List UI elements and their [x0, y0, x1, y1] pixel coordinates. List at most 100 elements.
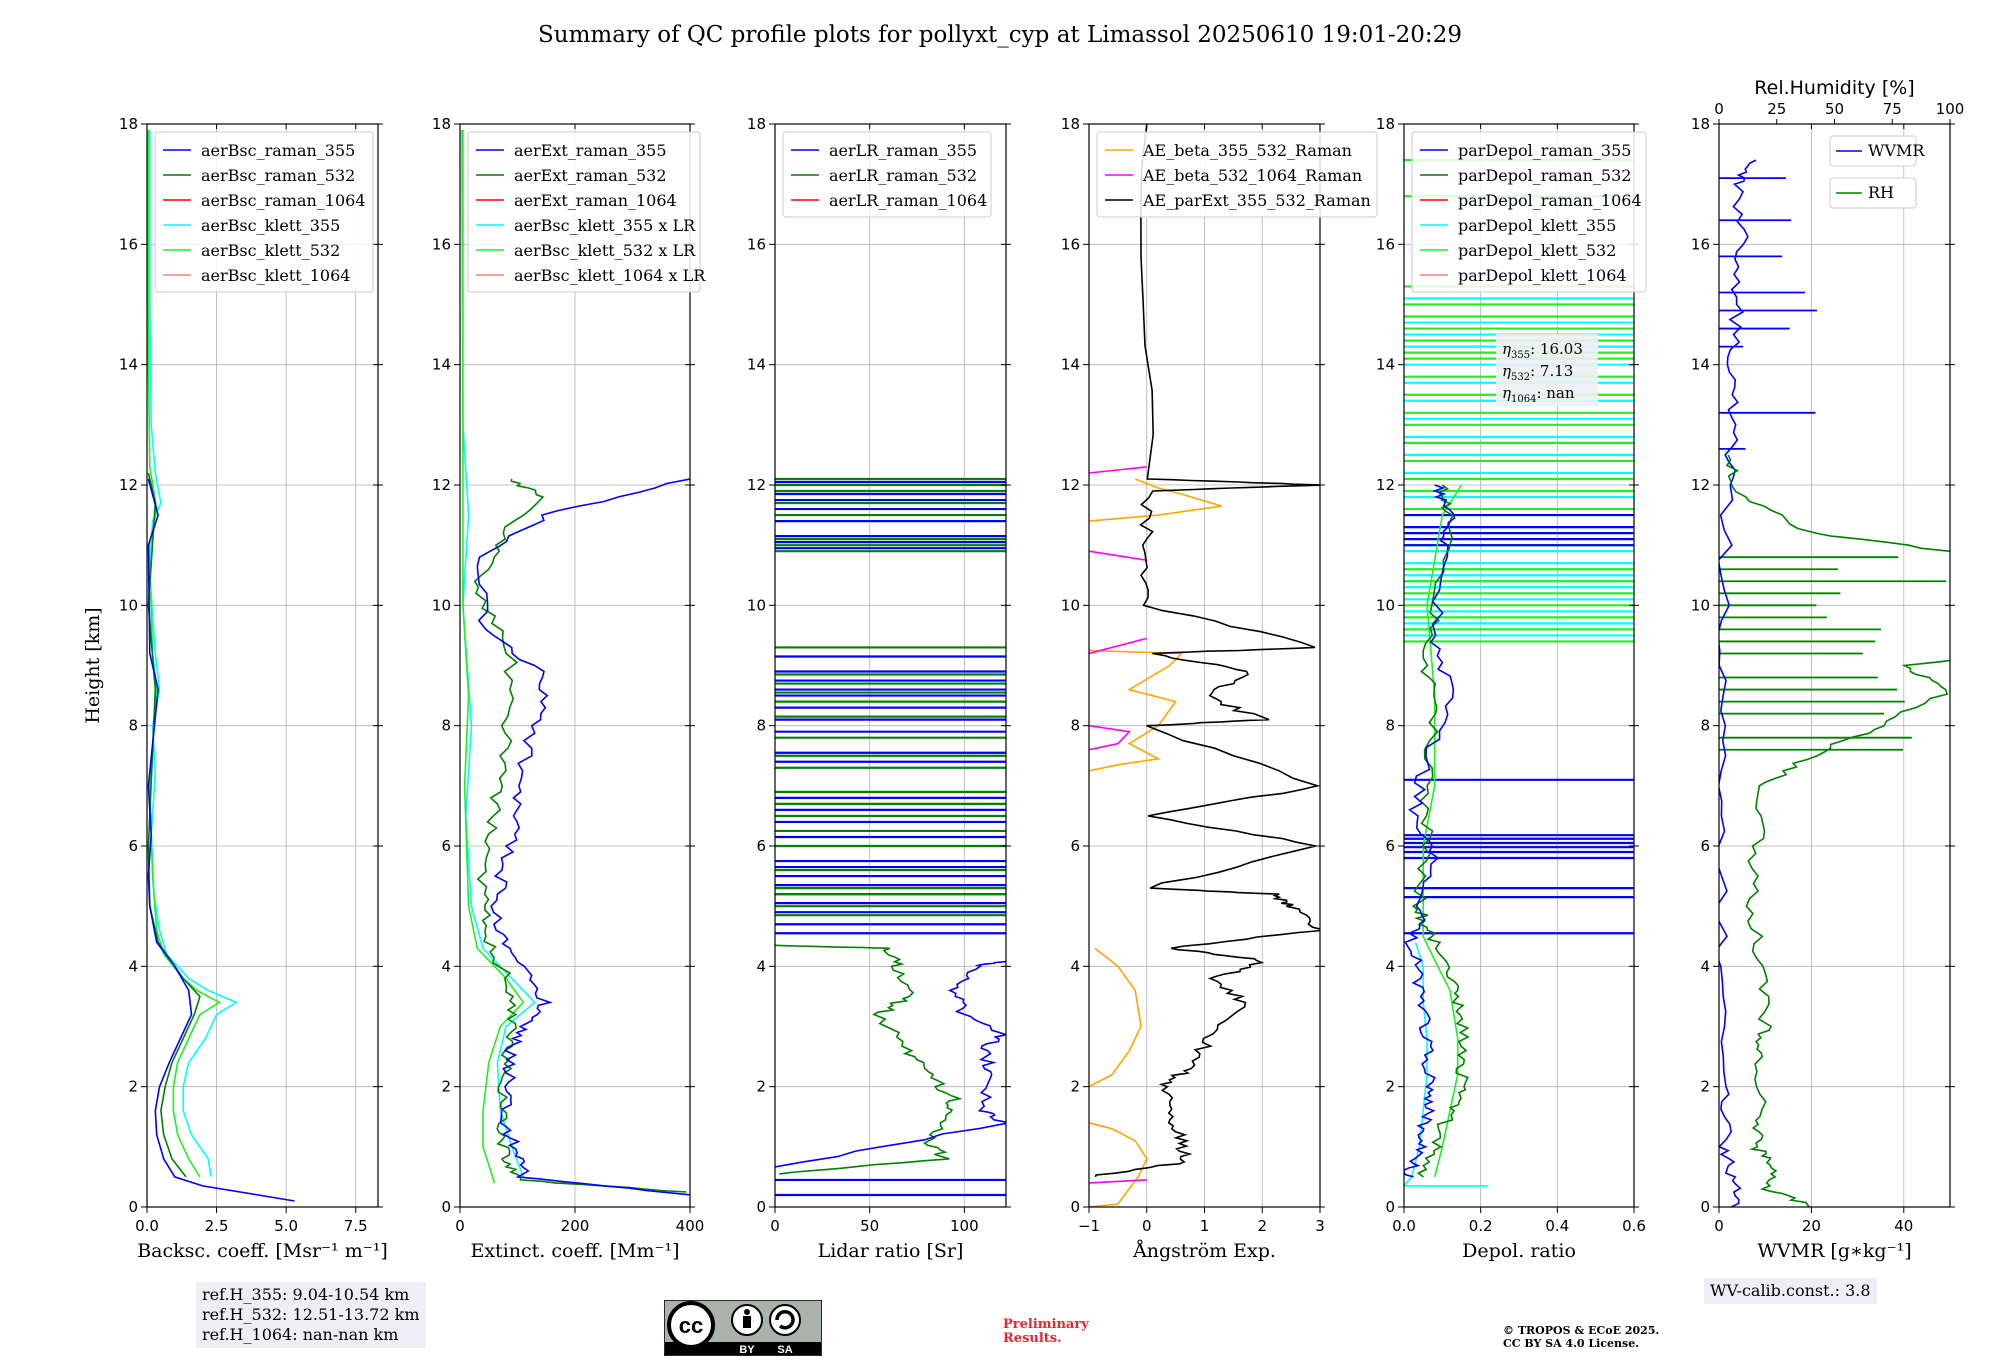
series-line	[473, 478, 687, 1193]
legend-box	[467, 131, 701, 293]
series-line	[148, 130, 238, 1178]
preliminary-line-2: Results.	[1003, 1331, 1062, 1346]
y-tick-label: 8	[441, 717, 451, 735]
y-tick-label: 18	[1376, 115, 1395, 133]
y-tick-label: 14	[1061, 356, 1080, 374]
legend-label: parDepol_klett_355	[1458, 216, 1616, 235]
legend-label: aerBsc_klett_355 x LR	[514, 216, 696, 235]
x-tick-label: 3	[1315, 1217, 1325, 1235]
legend-label: parDepol_raman_1064	[1458, 191, 1642, 210]
eta-annotation-row: η355: 16.03	[1502, 340, 1583, 361]
y-tick-label: 16	[119, 235, 138, 253]
x-tick-label: 40	[1894, 1217, 1913, 1235]
y-tick-label: 14	[432, 356, 451, 374]
y-tick-label: 4	[1385, 957, 1395, 975]
eta-annotation-box	[1496, 334, 1598, 406]
y-tick-label: 6	[1070, 837, 1080, 855]
x-axis-label: Depol. ratio	[1462, 1240, 1576, 1262]
x-tick-label: 50	[860, 1217, 879, 1235]
panel-backscatter: 0.0 2.5 5.0 7.5 0 2 4 6 8 10 12 14 16 18 Backsc. coeff…	[82, 115, 388, 1262]
legend-label: parDepol_klett_532	[1458, 241, 1616, 260]
copyright-notice: © TROPOS & ECoE 2025. CC BY SA 4.0 Licen…	[1503, 1324, 1659, 1350]
legend-label: aerLR_raman_1064	[829, 191, 987, 210]
wv-calib-box: WV-calib.const.: 3.8	[1704, 1278, 1877, 1304]
y-tick-label: 0	[441, 1198, 451, 1216]
plot-area-depol	[1404, 159, 1634, 1187]
y-tick-label: 6	[756, 837, 766, 855]
top-x-tick-label: 100	[1936, 100, 1965, 118]
y-tick-label: 8	[756, 717, 766, 735]
series-line	[1089, 649, 1184, 772]
copyright-line-2: CC BY SA 4.0 License.	[1503, 1337, 1640, 1350]
y-tick-label: 2	[1700, 1078, 1710, 1096]
series-line	[1404, 484, 1456, 1178]
cc-by-label: BY	[739, 1344, 755, 1356]
plot-area-extinction	[460, 129, 690, 1196]
axes-frame	[774, 123, 1007, 1208]
axes-frame	[146, 123, 379, 1208]
x-axis-label: Extinct. coeff. [Mm⁻¹]	[470, 1240, 679, 1262]
y-tick-label: 6	[1385, 837, 1395, 855]
series-line	[1404, 942, 1489, 1187]
legend-label: aerLR_raman_532	[829, 166, 977, 185]
x-axis-label: WVMR [g∗kg⁻¹]	[1757, 1240, 1911, 1262]
x-tick-label: 0	[770, 1217, 780, 1235]
x-tick-label: 0	[455, 1217, 465, 1235]
legend-box	[1096, 131, 1378, 218]
legend-label: AE_parExt_355_532_Raman	[1142, 191, 1371, 210]
y-tick-label: 14	[1376, 356, 1395, 374]
series-line	[460, 129, 536, 1178]
y-tick-label: 18	[119, 115, 138, 133]
ref-height-355: ref.H_355: 9.04-10.54 km	[202, 1285, 410, 1304]
panel-lidar_ratio: 0 50 100 0 2 4 6 8 10 12 14 16 18 Lidar ratio [Sr] aer…	[747, 115, 1011, 1262]
preliminary-line-1: Preliminary	[1003, 1317, 1089, 1332]
series-line	[775, 960, 1006, 1168]
x-axis-label: Lidar ratio [Sr]	[818, 1240, 964, 1262]
y-tick-label: 8	[1385, 717, 1395, 735]
legend-label: aerBsc_raman_532	[201, 166, 355, 185]
y-tick-label: 4	[441, 957, 451, 975]
series-line	[1089, 550, 1147, 561]
y-tick-label: 18	[747, 115, 766, 133]
legend-label: AE_beta_355_532_Raman	[1142, 141, 1352, 160]
y-tick-label: 6	[441, 837, 451, 855]
y-tick-label: 0	[1070, 1198, 1080, 1216]
series-line	[1089, 637, 1148, 655]
ref-height-1064: ref.H_1064: nan-nan km	[202, 1325, 399, 1344]
y-tick-label: 10	[1376, 596, 1395, 614]
y-tick-label: 16	[432, 235, 451, 253]
legend-label: AE_beta_532_1064_Raman	[1142, 166, 1362, 185]
x-tick-label: 5.0	[274, 1217, 298, 1235]
y-tick-label: 10	[119, 596, 138, 614]
wv-calib-text: WV-calib.const.: 3.8	[1710, 1281, 1871, 1300]
legend-box	[1411, 131, 1647, 293]
y-tick-label: 16	[1691, 235, 1710, 253]
x-tick-label: 0	[1714, 1217, 1724, 1235]
y-tick-label: 12	[747, 476, 766, 494]
series-line	[1089, 724, 1132, 751]
x-tick-label: 2	[1257, 1217, 1267, 1235]
x-tick-label: 0	[1142, 1217, 1152, 1235]
top-x-tick-label: 50	[1825, 100, 1844, 118]
y-tick-label: 6	[128, 837, 138, 855]
legend-label: aerExt_raman_355	[514, 141, 667, 160]
series-line	[1089, 947, 1142, 1088]
legend-label: RH	[1868, 183, 1894, 202]
series-line	[1089, 1179, 1147, 1184]
cc-icon	[667, 1301, 715, 1349]
legend-label: aerBsc_klett_1064	[201, 266, 350, 285]
legend-box	[1829, 177, 1917, 209]
panel-depol: 0.0 0.2 0.4 0.6 0 2 4 6 8 10 12 14 16 18 Depol. ratio p…	[1376, 115, 1647, 1262]
y-tick-label: 14	[119, 356, 138, 374]
y-tick-label: 18	[1061, 115, 1080, 133]
series-line	[147, 472, 201, 1178]
legend-label: aerBsc_klett_532 x LR	[514, 241, 696, 260]
legend-label: aerExt_raman_532	[514, 166, 667, 185]
axes-frame	[1718, 123, 1951, 1208]
y-tick-label: 10	[747, 596, 766, 614]
legend-label: aerExt_raman_1064	[514, 191, 677, 210]
series-line	[775, 944, 963, 1175]
y-tick-label: 8	[1070, 717, 1080, 735]
y-tick-label: 12	[1376, 476, 1395, 494]
